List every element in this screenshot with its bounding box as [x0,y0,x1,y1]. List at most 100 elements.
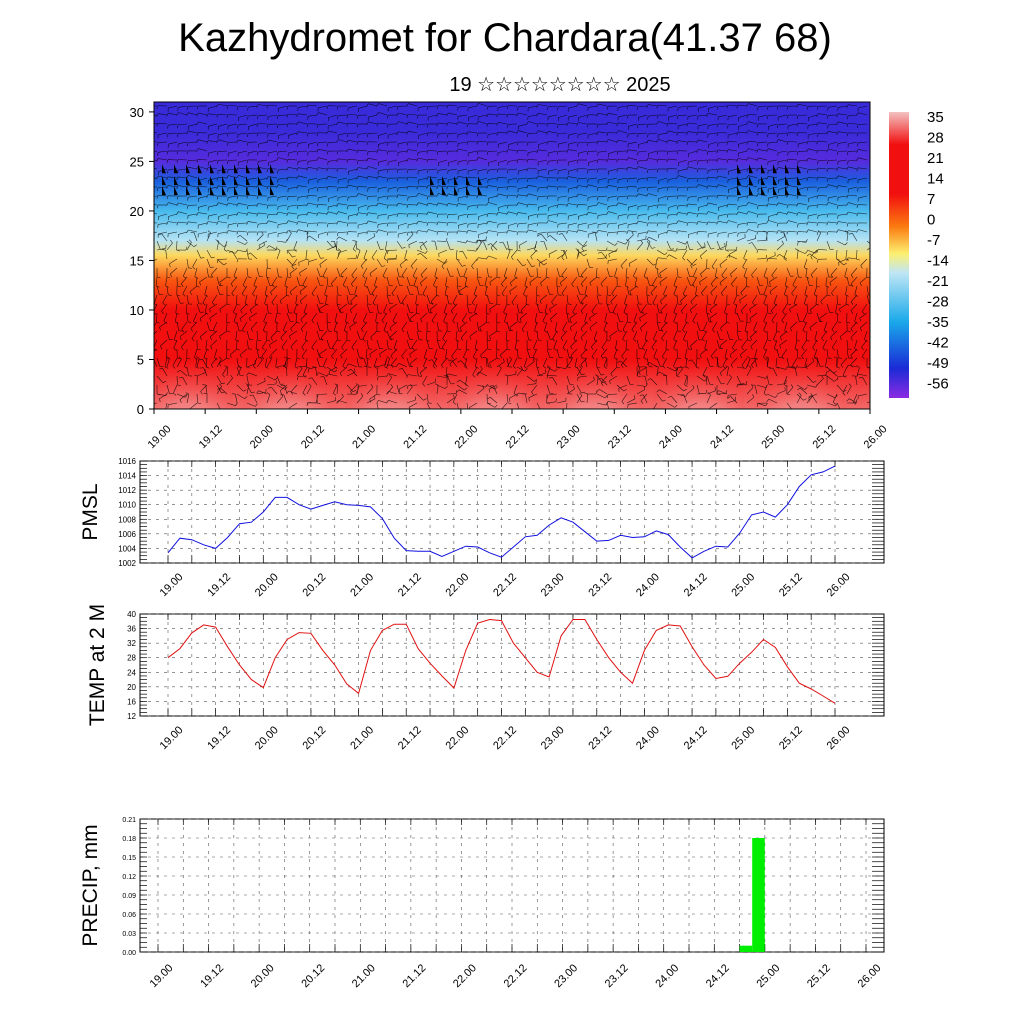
wind-barb-feather [566,122,569,126]
wind-barb [710,348,718,356]
wind-barb-feather [840,364,844,368]
wind-barb [538,258,548,264]
wind-barb-feather [686,212,689,216]
wind-barb [158,158,168,161]
wind-barb-feather [606,185,609,189]
wind-barb [328,204,338,208]
wind-barb-feather [206,167,209,171]
wind-barb-feather [453,401,456,405]
wind-barb [204,285,208,295]
wind-barb [826,303,830,313]
wind-barb-feather [563,250,565,255]
wind-barb [351,339,358,348]
wind-barb-feather [566,412,569,413]
wind-barb-feather [605,247,608,251]
wind-barb [738,150,748,154]
wind-barb [301,339,308,348]
wind-barb [678,168,688,172]
wind-barb [427,222,438,224]
wind-barb-feather [798,392,802,396]
wind-barb-feather [625,241,628,245]
wind-barb [677,204,688,207]
wind-barb [666,240,671,250]
wind-barb [866,401,870,404]
wind-barb [856,249,858,260]
wind-barb-feather [446,222,449,226]
wind-barb-feather [147,179,148,182]
wind-barb [408,374,418,377]
wind-barb [728,231,738,235]
wind-barb [740,285,748,293]
wind-barb [625,276,628,286]
wind-barb-feather [307,223,309,227]
wind-barb [418,185,428,188]
wind-barb [838,105,848,108]
wind-barb-feather [464,285,469,288]
wind-barb-feather [306,235,310,239]
wind-barb-feather [767,133,769,138]
wind-barb-feather [373,395,376,399]
wind-barb-feather [356,186,359,191]
wind-barb-feather [296,175,299,179]
wind-barb [241,285,248,294]
wind-barb [208,123,218,127]
wind-barb [580,357,588,365]
wind-barb [242,321,248,330]
wind-barb-feather [486,230,489,234]
wind-barb-feather [686,166,689,171]
wind-barb-feather [437,134,439,138]
wind-barb [428,176,438,179]
wind-barb-feather [366,196,369,200]
wind-barb-feather [837,215,839,219]
wind-barb [777,123,788,125]
wind-barb [588,132,598,136]
wind-barb [796,394,802,404]
wind-barb [528,121,538,125]
wind-barb [348,184,358,188]
wind-barb-feather [716,390,719,394]
wind-barb-feather [656,168,659,173]
wind-barb [568,176,578,179]
wind-barb-feather [216,221,219,225]
wind-barb [606,285,608,296]
wind-barb-feather [608,253,610,258]
wind-barb [374,276,378,286]
wind-barb-feather [740,383,745,385]
wind-barb-feather [337,187,339,192]
wind-barb [228,213,238,217]
wind-barb-feather [311,320,315,324]
wind-barb [506,359,512,368]
wind-barb [278,204,288,207]
wind-barb [816,312,820,322]
wind-barb [296,276,300,286]
wind-barb-feather [319,308,321,313]
wind-barb-feather [786,141,789,145]
wind-barb-feather [233,311,237,315]
wind-barb [230,276,238,284]
wind-barb [346,294,349,304]
wind-barb-feather [796,212,799,216]
wind-barb [254,294,258,304]
wind-barb-feather [462,320,465,324]
wind-barb [316,348,320,358]
wind-barb [166,384,170,394]
wind-barb [769,276,778,283]
wind-barb [402,368,408,377]
wind-barb-feather [846,194,849,199]
wind-barb [536,267,538,278]
wind-barb [418,220,428,224]
wind-barb [815,294,818,304]
wind-barb [577,177,588,180]
wind-barb [603,357,608,367]
wind-barb [178,185,188,188]
wind-barb-feather [281,347,285,351]
wind-barb-feather [546,141,549,145]
wind-barb-feather [317,187,319,192]
wind-barb [195,357,198,367]
wind-barb-feather [417,252,421,256]
wind-barb-feather [330,283,334,287]
jet-flag [761,186,765,196]
wind-barb-feather [216,103,219,108]
wind-barb [528,213,538,217]
wind-barb [786,267,791,277]
